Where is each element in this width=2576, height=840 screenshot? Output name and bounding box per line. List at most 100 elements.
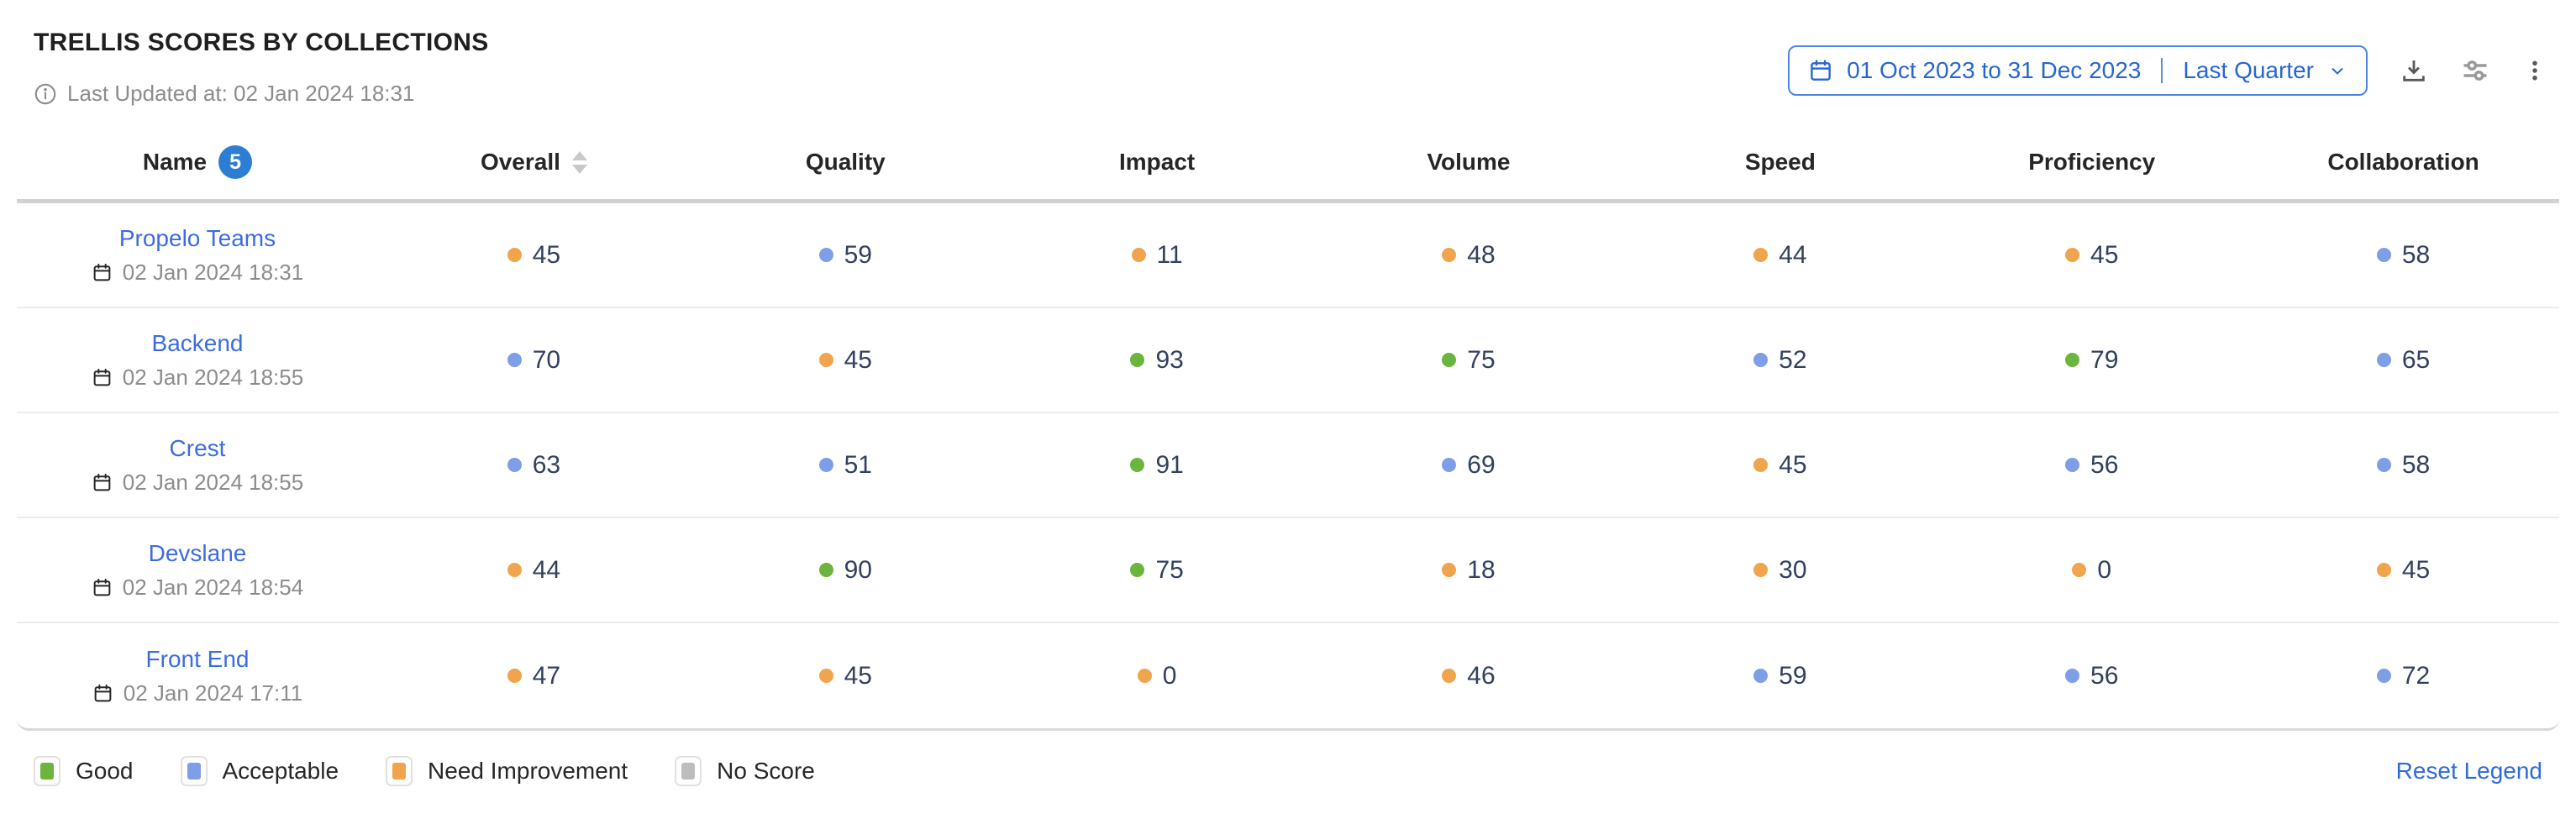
column-header-overall[interactable]: Overall [378, 149, 690, 176]
collection-link[interactable]: Backend [151, 329, 244, 356]
score-dot [1442, 563, 1457, 577]
download-icon [2403, 60, 2425, 81]
date-preset-label: Last Quarter [2183, 57, 2314, 83]
table-header-row: Name 5 Overall Quality Impact Volume Spe… [17, 132, 2559, 203]
legend-item-acceptable[interactable]: Acceptable [180, 756, 339, 786]
download-button[interactable] [2400, 56, 2428, 85]
score-dot [818, 248, 833, 262]
score-dot [1753, 248, 1769, 262]
score-cell-collaboration: 65 [2247, 346, 2559, 375]
calendar-icon [1808, 58, 1833, 83]
score-cell-collaboration: 58 [2247, 241, 2559, 270]
score-value: 79 [2090, 345, 2119, 374]
score-dot [1442, 458, 1457, 472]
calendar-icon [93, 368, 111, 386]
score-dot [1753, 458, 1769, 472]
score-value: 72 [2401, 661, 2431, 690]
page-title: TRELLIS SCORES BY COLLECTIONS [34, 29, 489, 56]
score-cell-proficiency: 0 [1936, 556, 2247, 585]
score-value: 69 [1467, 450, 1496, 479]
score-dot [818, 353, 833, 367]
score-cell-collaboration: 72 [2247, 662, 2559, 690]
calendar-icon [94, 684, 112, 701]
score-value: 58 [2401, 450, 2431, 479]
column-header-name: Name 5 [17, 145, 378, 179]
name-cell: Propelo Teams 02 Jan 2024 18:31 [17, 225, 378, 286]
sort-icon[interactable] [571, 150, 587, 174]
score-value: 11 [1156, 240, 1183, 269]
calendar-icon [93, 263, 111, 281]
score-value: 46 [1467, 661, 1496, 690]
last-updated-text: Last Updated at: 02 Jan 2024 18:31 [67, 81, 415, 106]
date-range-picker[interactable]: 01 Oct 2023 to 31 Dec 2023 Last Quarter [1788, 45, 2368, 96]
legend-item-need-improvement[interactable]: Need Improvement [386, 756, 628, 786]
legend-item-good[interactable]: Good [34, 756, 134, 786]
row-updated: 02 Jan 2024 18:31 [92, 260, 303, 286]
score-value: 45 [1779, 450, 1807, 479]
score-value: 59 [1779, 661, 1807, 690]
score-dot [507, 353, 522, 367]
overall-header-label: Overall [480, 149, 560, 175]
settings-button[interactable] [2460, 55, 2490, 86]
reset-legend-link[interactable]: Reset Legend [2395, 758, 2542, 784]
score-dot [1442, 353, 1457, 367]
score-dot [2376, 458, 2391, 472]
kebab-menu-icon [2532, 60, 2537, 81]
legend-label: No Score [717, 758, 815, 784]
score-value: 45 [844, 345, 872, 374]
score-dot [507, 669, 522, 683]
score-cell-overall: 47 [378, 662, 690, 690]
collection-link[interactable]: Front End [145, 645, 250, 672]
name-cell: Crest 02 Jan 2024 18:55 [17, 435, 378, 496]
row-updated: 02 Jan 2024 18:55 [92, 470, 303, 496]
score-cell-volume: 46 [1313, 662, 1625, 690]
score-value: 51 [844, 450, 872, 479]
score-dot [507, 248, 522, 262]
score-cell-quality: 45 [690, 346, 1001, 375]
score-value: 70 [532, 345, 561, 374]
column-header-quality: Quality [805, 149, 886, 175]
header-controls: 01 Oct 2023 to 31 Dec 2023 Last Quarter [1788, 45, 2547, 96]
score-value: 93 [1155, 345, 1184, 374]
more-options-button[interactable] [2522, 56, 2547, 85]
legend-label: Need Improvement [428, 758, 628, 784]
score-dot [1137, 669, 1152, 683]
table-row: Propelo Teams 02 Jan 2024 18:31 45 59 11… [17, 203, 2559, 308]
row-updated: 02 Jan 2024 18:55 [92, 365, 303, 391]
score-dot [1753, 669, 1769, 683]
legend-items: Good Acceptable Need Improvement No Scor… [34, 756, 815, 786]
score-dot [1442, 669, 1457, 683]
collection-link[interactable]: Crest [169, 434, 226, 461]
row-updated-text: 02 Jan 2024 18:55 [122, 469, 304, 495]
score-dot [1753, 563, 1769, 577]
score-value: 48 [1467, 240, 1496, 269]
chevron-down-icon [2327, 60, 2347, 81]
row-updated-text: 02 Jan 2024 17:11 [123, 680, 303, 706]
name-cell: Front End 02 Jan 2024 17:11 [17, 646, 378, 706]
score-cell-speed: 52 [1624, 346, 1936, 375]
score-dot [818, 669, 833, 683]
score-value: 56 [2090, 450, 2119, 479]
score-dot [507, 458, 522, 472]
score-cell-impact: 91 [1001, 451, 1313, 480]
table-row: Front End 02 Jan 2024 17:11 47 45 0 46 5… [17, 623, 2559, 728]
score-cell-quality: 59 [690, 241, 1001, 270]
score-value: 59 [844, 240, 872, 269]
legend-item-no-score[interactable]: No Score [675, 756, 815, 786]
score-cell-collaboration: 58 [2247, 451, 2559, 480]
score-dot [2376, 248, 2391, 262]
row-count-badge: 5 [218, 145, 253, 179]
score-dot [507, 563, 522, 577]
collection-link[interactable]: Devslane [148, 539, 247, 566]
name-cell: Devslane 02 Jan 2024 18:54 [17, 540, 378, 601]
last-updated: Last Updated at: 02 Jan 2024 18:31 [34, 81, 489, 107]
score-dot [1130, 458, 1145, 472]
score-cell-overall: 63 [378, 451, 690, 480]
legend-bar: Good Acceptable Need Improvement No Scor… [0, 731, 2576, 786]
score-cell-overall: 70 [378, 346, 690, 375]
score-value: 47 [532, 661, 561, 690]
score-cell-overall: 44 [378, 556, 690, 585]
score-cell-quality: 90 [690, 556, 1001, 585]
score-dot [2376, 353, 2391, 367]
collection-link[interactable]: Propelo Teams [118, 224, 276, 251]
